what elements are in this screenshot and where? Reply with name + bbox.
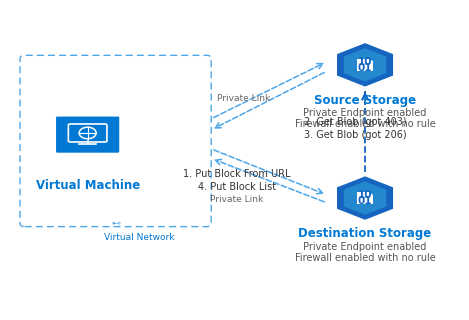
Text: Private Endpoint enabled: Private Endpoint enabled [303, 108, 427, 118]
Text: Private Link: Private Link [210, 195, 264, 204]
Text: 01: 01 [358, 196, 372, 206]
Text: ⊷: ⊷ [111, 219, 120, 228]
Text: Private Link: Private Link [217, 94, 271, 103]
FancyBboxPatch shape [357, 192, 372, 204]
Polygon shape [336, 175, 394, 221]
Text: Source Storage: Source Storage [314, 94, 416, 107]
FancyBboxPatch shape [357, 59, 372, 71]
Text: 10: 10 [358, 190, 372, 200]
Text: Virtual Network: Virtual Network [104, 233, 174, 242]
Text: 01: 01 [358, 63, 372, 73]
Text: Private Endpoint enabled: Private Endpoint enabled [303, 242, 427, 252]
Polygon shape [336, 42, 394, 88]
Polygon shape [369, 59, 372, 61]
Text: Firewall enabled with no rule: Firewall enabled with no rule [295, 119, 435, 129]
FancyBboxPatch shape [55, 116, 120, 154]
Text: 2. Get Blob (got 403): 2. Get Blob (got 403) [304, 117, 407, 127]
Polygon shape [344, 181, 386, 215]
Text: 3. Get Blob (got 206): 3. Get Blob (got 206) [304, 130, 407, 140]
Text: Destination Storage: Destination Storage [298, 227, 431, 240]
Polygon shape [369, 192, 372, 195]
Polygon shape [344, 48, 386, 82]
Text: 1. Put Block From URL: 1. Put Block From URL [183, 169, 291, 179]
Text: 10: 10 [358, 57, 372, 67]
Text: Firewall enabled with no rule: Firewall enabled with no rule [295, 252, 435, 263]
Text: VM: VM [79, 160, 96, 170]
Text: 4. Put Block List: 4. Put Block List [198, 182, 276, 192]
Text: Virtual Machine: Virtual Machine [36, 179, 140, 192]
